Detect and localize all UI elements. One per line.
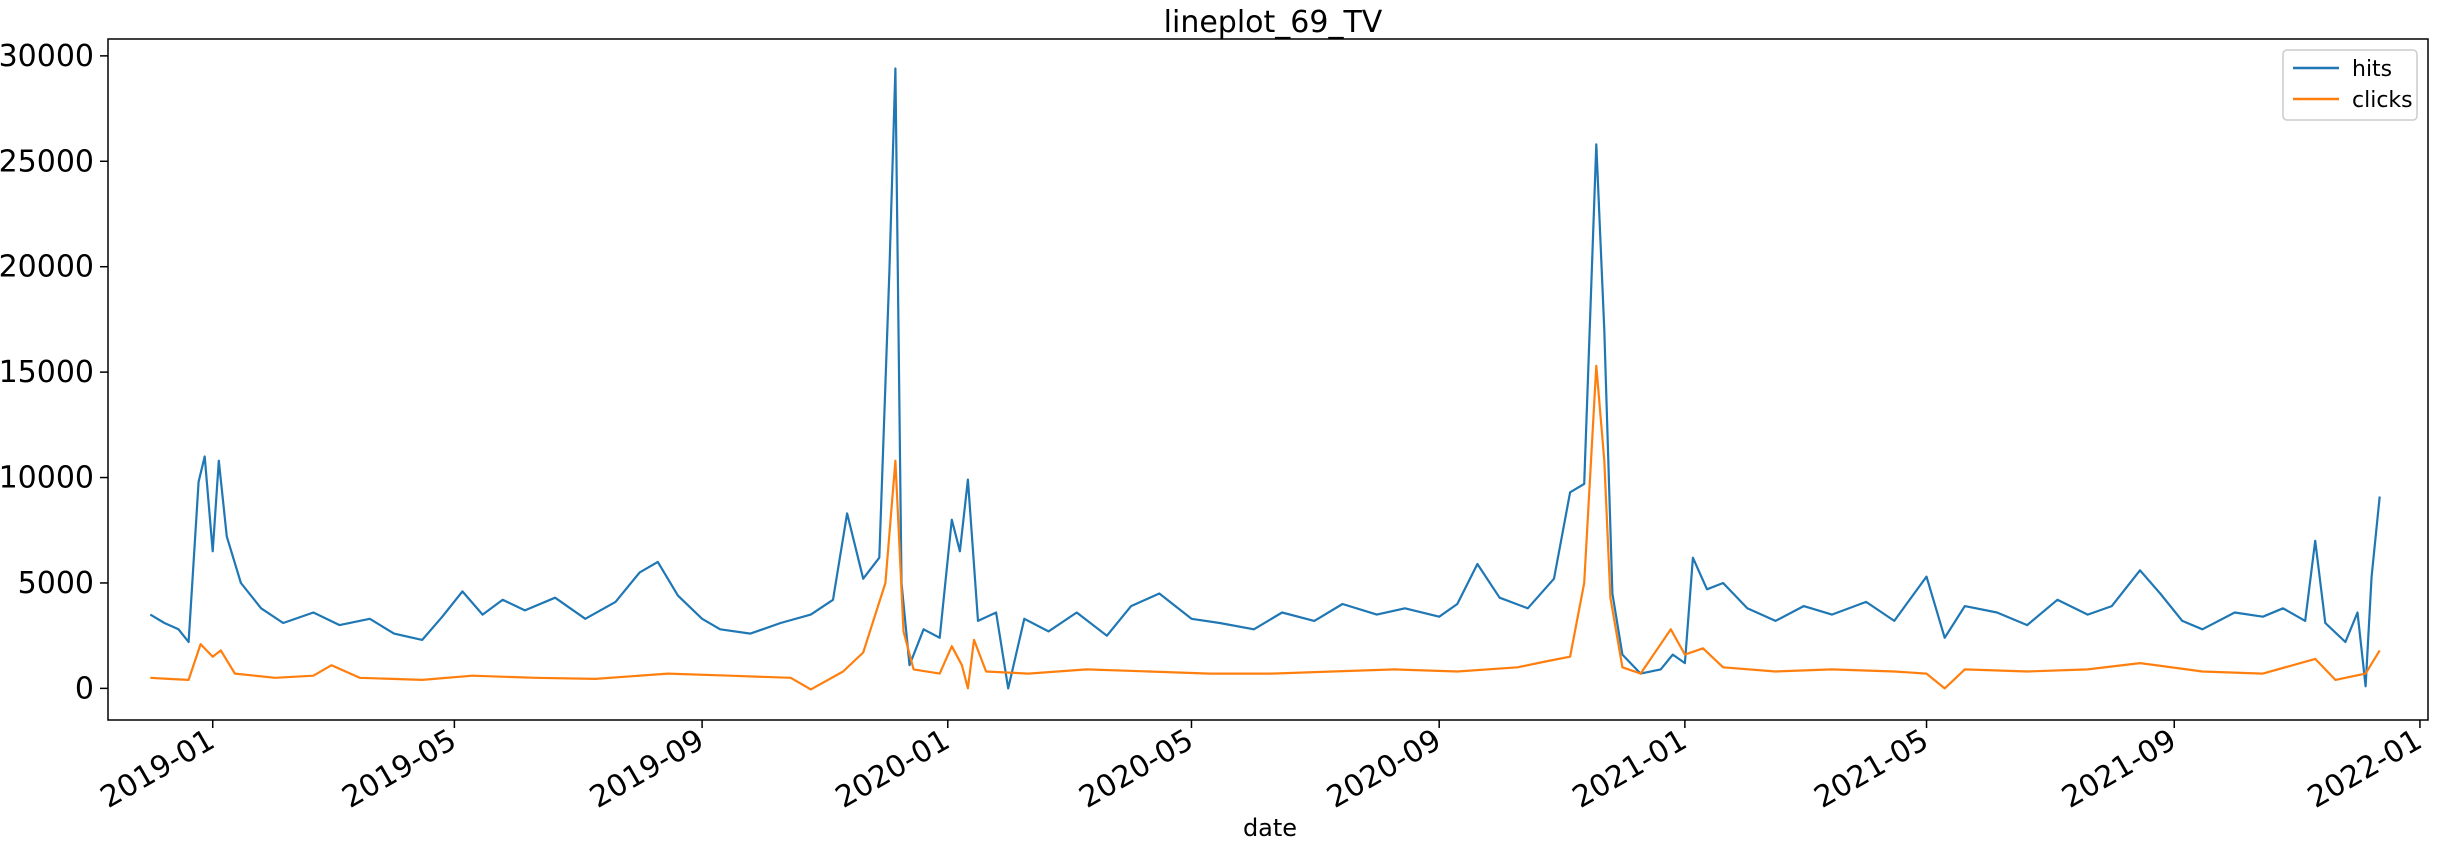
y-tick-label: 5000 [18, 566, 94, 601]
y-tick-label: 20000 [0, 250, 94, 285]
chart-title: lineplot_69_TV [1164, 5, 1383, 40]
y-tick-label: 10000 [0, 461, 94, 496]
y-tick-label: 30000 [0, 39, 94, 74]
x-axis-title: date [1243, 814, 1297, 842]
plot-lines [149, 67, 2381, 691]
series-line-hits [149, 67, 2381, 690]
legend-label-hits: hits [2352, 57, 2392, 82]
legend: hits clicks [2282, 49, 2418, 121]
y-tick-label: 15000 [0, 355, 94, 390]
y-tick-label: 0 [75, 671, 94, 706]
plot-frame [107, 38, 2429, 721]
legend-label-clicks: clicks [2352, 88, 2413, 113]
series-line-clicks [150, 364, 2381, 691]
y-tick-label: 25000 [0, 144, 94, 179]
y-axis: 0 5000 10000 15000 20000 25000 30000 [0, 39, 108, 706]
